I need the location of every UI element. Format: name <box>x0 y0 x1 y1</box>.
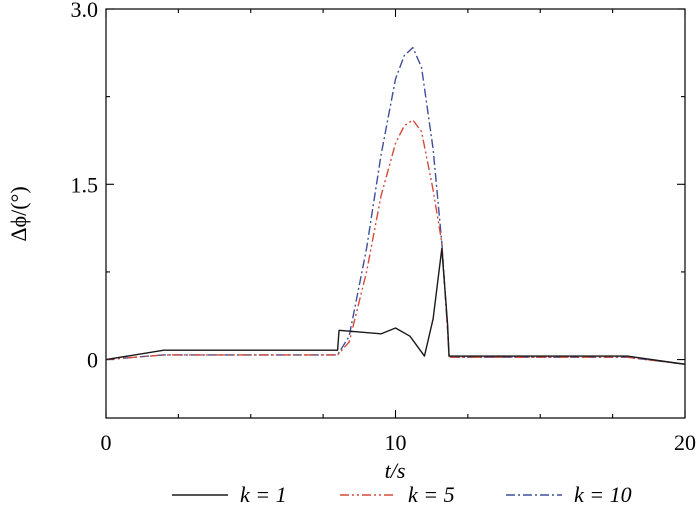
y-tick-label: 0 <box>87 348 98 373</box>
axis-ticks <box>105 8 686 418</box>
x-tick-label: 20 <box>674 430 696 455</box>
legend-label: k = 1 <box>240 482 287 507</box>
x-axis-label: t/s <box>385 458 406 483</box>
axis-tick-labels: 0 10 20 0 1.5 3.0 <box>71 0 697 455</box>
series-line <box>105 46 686 365</box>
y-tick-label: 1.5 <box>71 172 99 197</box>
y-tick-label: 3.0 <box>71 0 99 22</box>
x-tick-label: 10 <box>385 430 407 455</box>
x-tick-label: 0 <box>101 430 112 455</box>
series-line <box>105 247 686 365</box>
legend-label: k = 10 <box>574 482 632 507</box>
legend-label: k = 5 <box>408 482 455 507</box>
y-axis-label: Δϕ/(°) <box>6 186 31 241</box>
series-lines <box>105 46 686 365</box>
legend: k = 1 k = 5 k = 10 <box>172 482 632 507</box>
